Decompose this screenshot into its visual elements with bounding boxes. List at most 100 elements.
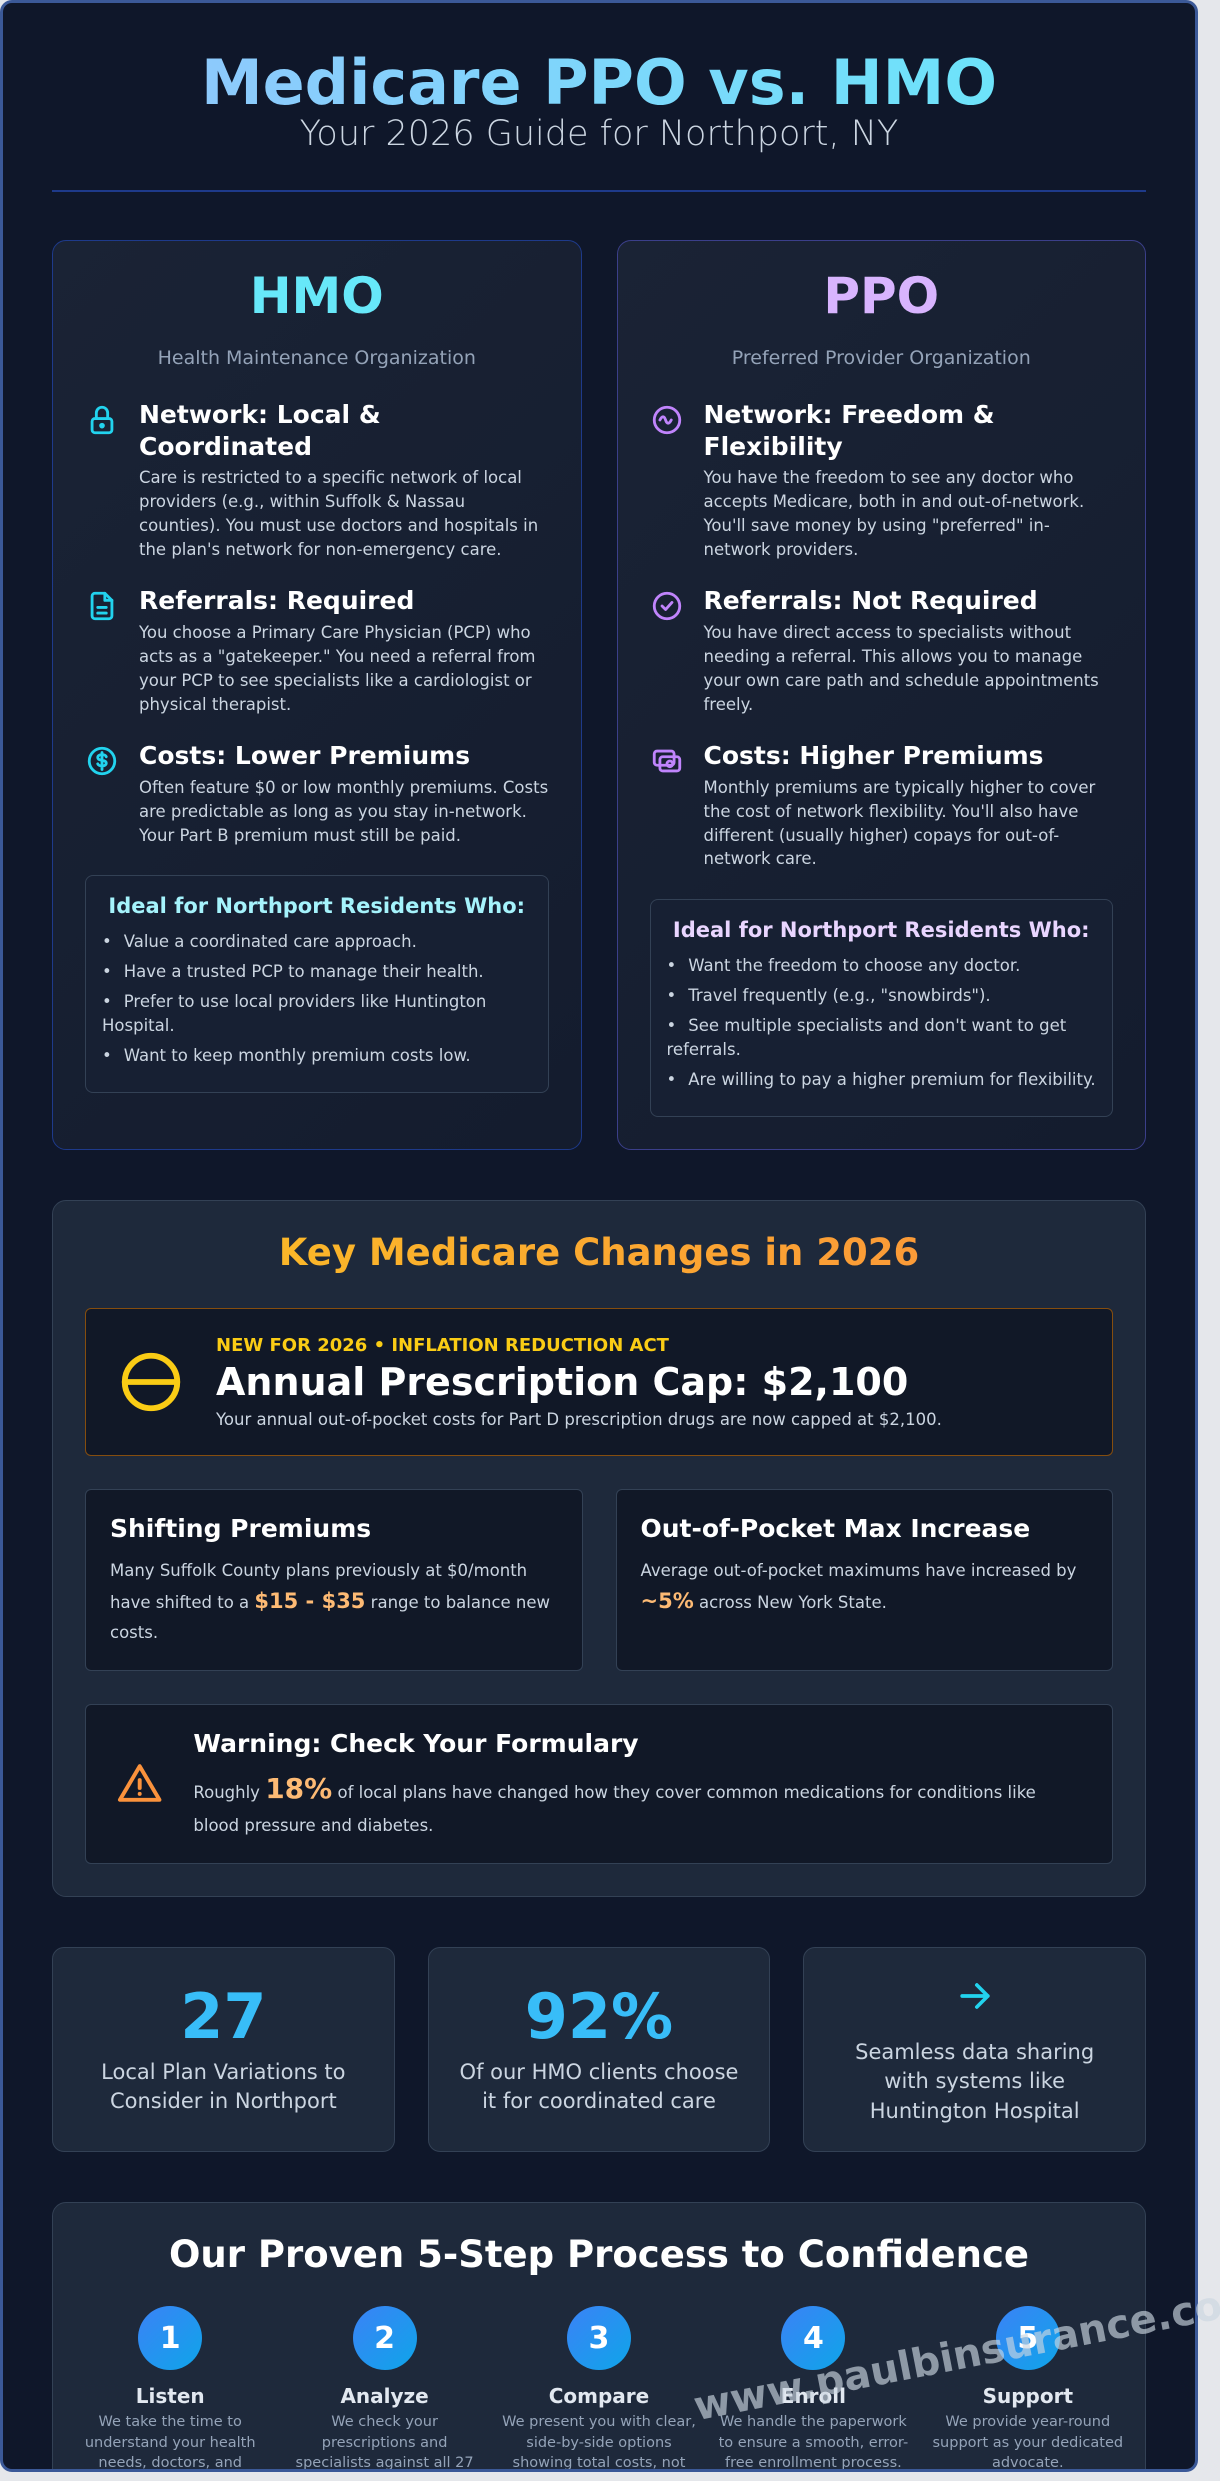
plan-name: HMO bbox=[249, 267, 384, 326]
stat-label: Seamless data sharing with systems like … bbox=[855, 2039, 1095, 2123]
feature-text: Referrals: Not Required You have direct a… bbox=[704, 585, 1114, 716]
stat-card: 27 Local Plan Variations to Consider in N… bbox=[52, 1947, 395, 2153]
highlight-tag: NEW FOR 2026 • INFLATION REDUCTION ACT bbox=[216, 1334, 669, 1356]
changes-section: Key Medicare Changes in 2026 NEW FOR 2026… bbox=[52, 1199, 1146, 1898]
feature-title: Referrals: Required bbox=[139, 586, 415, 616]
plan-comparison: HMO Health Maintenance Organization Networ… bbox=[52, 240, 1146, 1150]
divider bbox=[52, 190, 1146, 193]
stat-card: 92% Of our HMO clients choose it for coor… bbox=[427, 1947, 771, 2153]
change-text: Many Suffolk County plans previously at … bbox=[110, 1557, 558, 1646]
changes-title: Key Medicare Changes in 2026 bbox=[85, 1231, 1113, 1274]
step: 3 Compare We present you with clear, side-… bbox=[502, 2306, 696, 2472]
text: Average out-of-pocket maximums have incr… bbox=[640, 1560, 1077, 1580]
change-cards: Shifting Premiums Many Suffolk County pla… bbox=[85, 1488, 1113, 1672]
ideal-item: Want to keep monthly premium costs low. bbox=[102, 1044, 532, 1068]
feature: Referrals: Not Required You have direct a… bbox=[650, 585, 1114, 716]
highlight: $15 - $35 bbox=[254, 1589, 366, 1614]
step-text: We check your prescriptions and speciali… bbox=[295, 2414, 474, 2472]
text: range to balance new costs. bbox=[110, 1593, 551, 1642]
plan-card: HMO Health Maintenance Organization Networ… bbox=[52, 240, 582, 1150]
ideal-list: Want the freedom to choose any doctor. Tr… bbox=[667, 954, 1097, 1092]
stat-label: Local Plan Variations to Consider in Nor… bbox=[101, 2059, 346, 2114]
ideal-box: Ideal for Northport Residents Who: Want t… bbox=[649, 899, 1113, 1117]
highlight-box: NEW FOR 2026 • INFLATION REDUCTION ACT An… bbox=[85, 1307, 1113, 1456]
change-title: Out-of-Pocket Max Increase bbox=[640, 1513, 1031, 1543]
plan-name: PPO bbox=[823, 267, 940, 326]
step: 1 Listen We take the time to understand yo… bbox=[73, 2306, 267, 2472]
step-number: 4 bbox=[781, 2306, 846, 2371]
icon bbox=[959, 1983, 990, 2009]
change-text: Average out-of-pocket maximums have incr… bbox=[641, 1557, 1089, 1619]
process-section: Our Proven 5-Step Process to Confidence 1… bbox=[52, 2202, 1146, 2472]
ideal-item: Have a trusted PCP to manage their healt… bbox=[102, 960, 532, 984]
ideal-title: Ideal for Northport Residents Who: bbox=[108, 894, 526, 919]
step-title: Enroll bbox=[780, 2384, 846, 2409]
steps: 1 Listen We take the time to understand yo… bbox=[73, 2306, 1125, 2472]
step-text: We present you with clear, side-by-side … bbox=[502, 2414, 696, 2472]
ideal-item: Travel frequently (e.g., "snowbirds"). bbox=[667, 984, 1097, 1008]
icon bbox=[117, 1764, 162, 1803]
feature-text: Costs: Higher Premiums Monthly premiums a… bbox=[704, 740, 1114, 871]
infographic: Medicare PPO vs. HMO Your 2026 Guide for … bbox=[0, 0, 1198, 2472]
stats: 27 Local Plan Variations to Consider in N… bbox=[52, 1947, 1146, 2153]
icon bbox=[652, 406, 681, 435]
step-title: Support bbox=[982, 2384, 1074, 2409]
plan-card: PPO Preferred Provider Organization Networ… bbox=[616, 240, 1146, 1150]
feature-text: You choose a Primary Care Physician (PCP… bbox=[139, 622, 536, 714]
feature-title: Referrals: Not Required bbox=[703, 586, 1038, 616]
feature-text: You have the freedom to see any doctor w… bbox=[703, 467, 1085, 559]
subtitle: Your 2026 Guide for Northport, NY bbox=[299, 114, 899, 155]
step-title: Listen bbox=[135, 2384, 205, 2409]
icon bbox=[90, 406, 114, 435]
feature: Network: Freedom & Flexibility You have t… bbox=[650, 399, 1114, 561]
feature-text: You have direct access to specialists wi… bbox=[703, 622, 1099, 714]
feature-text: Network: Freedom & Flexibility You have t… bbox=[704, 399, 1114, 561]
icon bbox=[87, 747, 117, 776]
stat-card: Seamless data sharing with systems like … bbox=[803, 1947, 1146, 2153]
feature: Referrals: Required You choose a Primary … bbox=[85, 585, 549, 716]
ideal-item: See multiple specialists and don't want … bbox=[667, 1014, 1097, 1062]
feature-text: Monthly premiums are typically higher to… bbox=[703, 777, 1096, 869]
text: of local plans have changed how they cov… bbox=[193, 1783, 1036, 1836]
feature: Costs: Higher Premiums Monthly premiums a… bbox=[650, 740, 1114, 871]
stat-value: 27 bbox=[180, 1980, 267, 2054]
feature-text: Often feature $0 or low monthly premiums… bbox=[139, 777, 549, 845]
ideal-title: Ideal for Northport Residents Who: bbox=[672, 918, 1090, 943]
process-title: Our Proven 5-Step Process to Confidence bbox=[168, 2233, 1030, 2277]
text: across New York State. bbox=[699, 1593, 887, 1613]
ideal-item: Are willing to pay a higher premium for … bbox=[667, 1068, 1097, 1092]
step-number: 5 bbox=[995, 2306, 1060, 2371]
feature: Network: Local & Coordinated Care is rest… bbox=[85, 399, 549, 561]
title: Medicare PPO vs. HMO bbox=[52, 47, 1146, 119]
step: 4 Enroll We handle the paperwork to ensure… bbox=[716, 2306, 910, 2469]
feature-text: Referrals: Required You choose a Primary … bbox=[139, 585, 549, 716]
warning-text: Warning: Check Your Formulary Roughly 18%… bbox=[193, 1729, 1082, 1839]
icon bbox=[90, 592, 114, 621]
ideal-item: Want the freedom to choose any doctor. bbox=[667, 954, 1097, 978]
feature-text: Care is restricted to a specific network… bbox=[139, 467, 539, 559]
plan-full-name: Preferred Provider Organization bbox=[731, 347, 1031, 370]
highlight-title: Annual Prescription Cap: $2,100 bbox=[216, 1359, 909, 1404]
icon bbox=[652, 750, 681, 773]
ideal-item: Prefer to use local providers like Hunti… bbox=[102, 990, 532, 1038]
warning-box: Warning: Check Your Formulary Roughly 18%… bbox=[85, 1704, 1113, 1865]
step-title: Analyze bbox=[340, 2384, 429, 2409]
text: Roughly bbox=[193, 1783, 260, 1803]
step-number: 1 bbox=[138, 2306, 203, 2371]
highlight-text: Your annual out-of-pocket costs for Part… bbox=[216, 1409, 942, 1429]
ideal-box: Ideal for Northport Residents Who: Value … bbox=[85, 875, 549, 1094]
highlight: ~5% bbox=[640, 1589, 694, 1614]
text: Many Suffolk County plans previously at … bbox=[110, 1560, 528, 1613]
change-card: Shifting Premiums Many Suffolk County pla… bbox=[85, 1488, 583, 1672]
step-text: We take the time to understand your heal… bbox=[84, 2414, 256, 2472]
step-number: 2 bbox=[352, 2306, 417, 2371]
step: 5 Support We provide year-round support as… bbox=[931, 2306, 1125, 2472]
stat-value: 92% bbox=[524, 1980, 674, 2054]
ideal-list: Value a coordinated care approach. Have a… bbox=[102, 930, 532, 1068]
step: 2 Analyze We check your prescriptions and … bbox=[287, 2306, 481, 2472]
icon bbox=[652, 592, 681, 621]
highlight-text: NEW FOR 2026 • INFLATION REDUCTION ACT An… bbox=[216, 1335, 942, 1429]
feature-title: Network: Local & Coordinated bbox=[139, 400, 381, 461]
step-text: We provide year-round support as your de… bbox=[932, 2414, 1124, 2472]
